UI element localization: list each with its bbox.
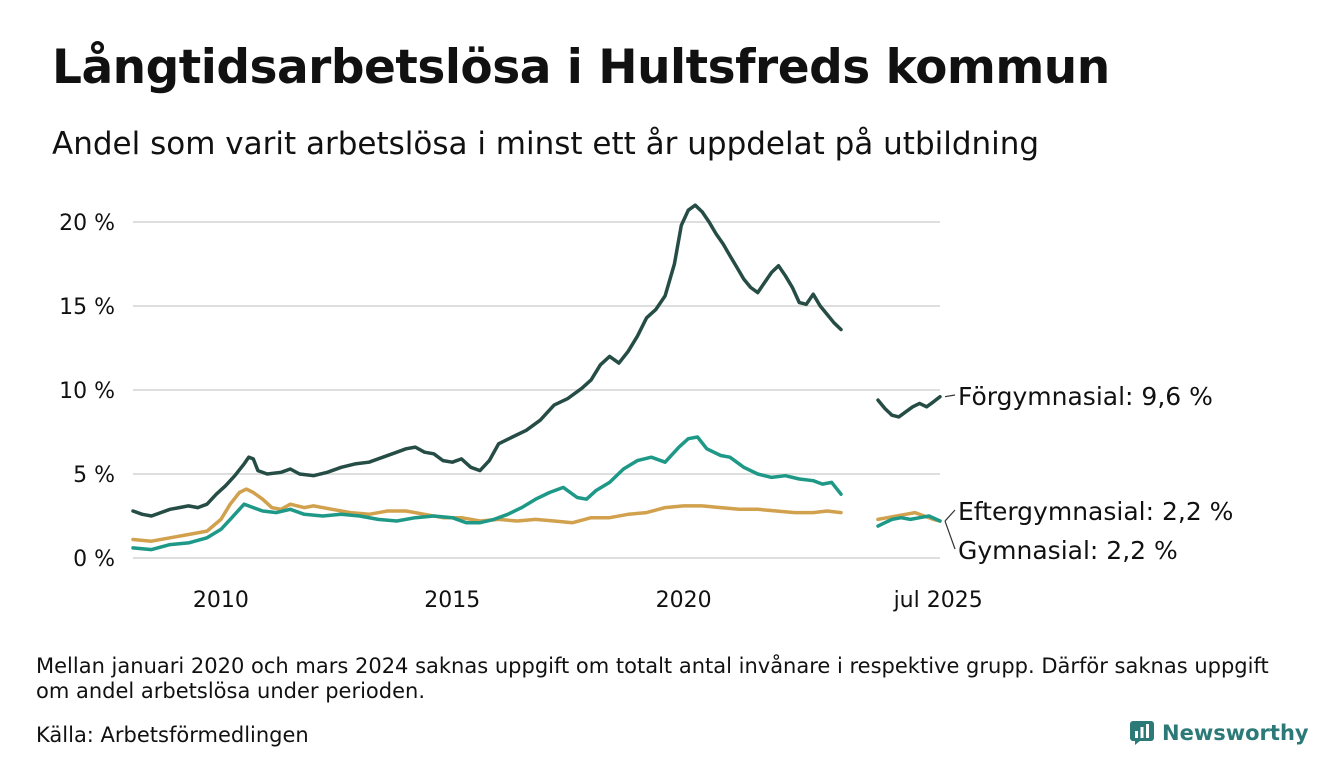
label-connector <box>944 520 956 550</box>
y-tick-label: 20 % <box>59 211 115 236</box>
x-tick-label: 2020 <box>656 588 712 613</box>
x-tick-label: 2015 <box>424 588 480 613</box>
source-note: Källa: Arbetsförmedlingen <box>36 723 309 747</box>
series-end-label: Gymnasial: 2,2 % <box>958 536 1178 565</box>
series-line-gymnasial-0 <box>131 435 843 552</box>
series-lines <box>131 203 942 552</box>
footnote: Mellan januari 2020 och mars 2024 saknas… <box>36 654 1269 703</box>
series-end-label: Eftergymnasial: 2,2 % <box>958 497 1233 526</box>
series-line-förgymnasial-0 <box>131 203 843 518</box>
x-axis-ticks: 2010 2015 2020 jul 2025 <box>193 588 983 613</box>
series-end-label: Förgymnasial: 9,6 % <box>958 382 1213 411</box>
label-connector <box>944 394 956 398</box>
gridlines <box>133 221 940 559</box>
newsworthy-logo-icon <box>1130 721 1154 745</box>
y-tick-label: 0 % <box>73 547 115 572</box>
y-tick-label: 10 % <box>59 379 115 404</box>
x-tick-label: 2010 <box>193 588 249 613</box>
y-axis-ticks: 0 % 5 % 10 % 15 % 20 % <box>59 211 115 572</box>
series-line-eftergymnasial-0 <box>131 487 843 543</box>
y-tick-label: 5 % <box>73 463 115 488</box>
y-tick-label: 15 % <box>59 295 115 320</box>
brand-logo: Newsworthy <box>1129 718 1309 748</box>
brand-name: Newsworthy <box>1162 721 1309 745</box>
series-line-gymnasial-1 <box>876 514 942 528</box>
label-connector <box>944 509 956 522</box>
chart-title: Långtidsarbetslösa i Hultsfreds kommun <box>52 40 1110 95</box>
line-chart: 0 %5 %10 %15 %20 % 2010 2015 2020 jul 2025 … <box>59 203 1233 613</box>
chart-subtitle: Andel som varit arbetslösa i minst ett å… <box>52 126 1040 162</box>
series-end-labels: Förgymnasial: 9,6 % Eftergymnasial: 2,2 %… <box>944 382 1233 565</box>
series-line-förgymnasial-1 <box>876 394 942 419</box>
x-tick-label: jul 2025 <box>893 588 983 613</box>
